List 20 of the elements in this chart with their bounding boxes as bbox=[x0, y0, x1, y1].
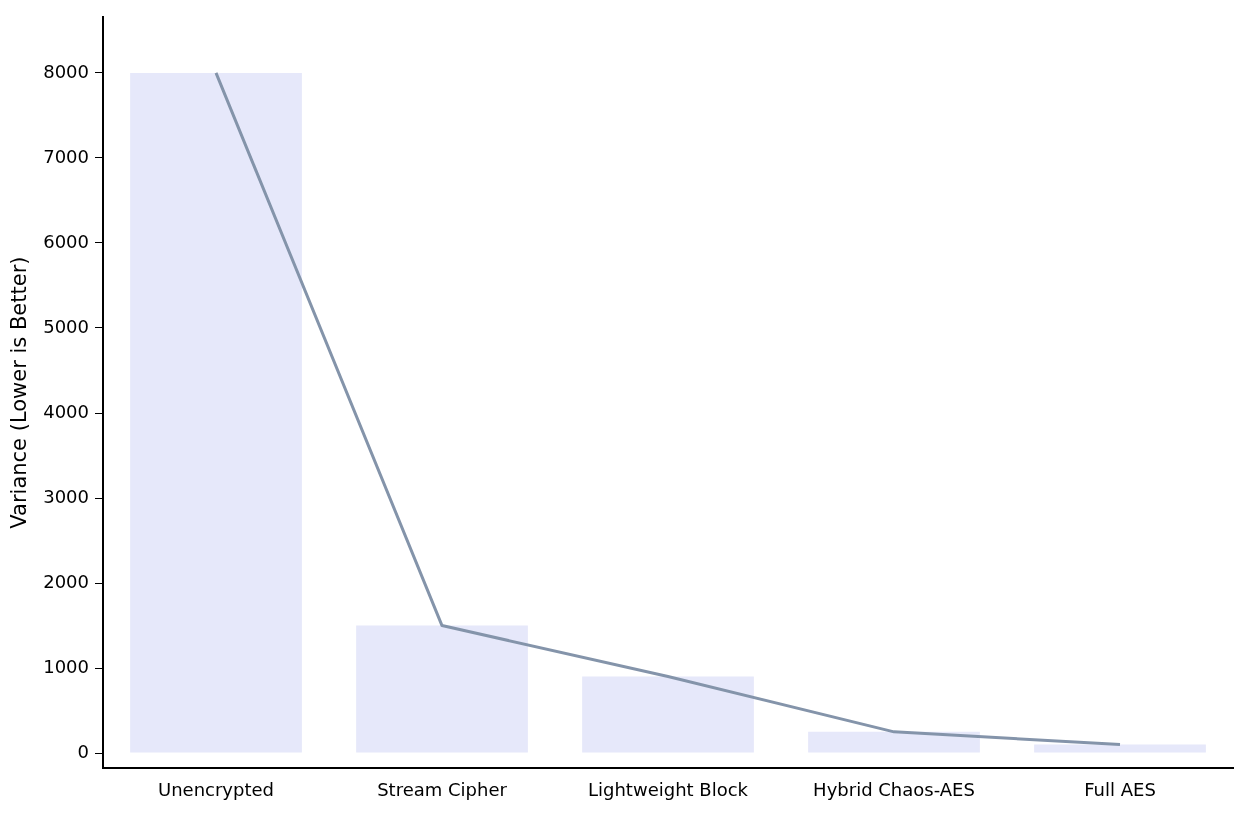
y-tick-label: 7000 bbox=[43, 145, 90, 167]
bar bbox=[808, 731, 980, 753]
y-tick-label: 4000 bbox=[43, 400, 90, 422]
x-tick-label: Hybrid Chaos-AES bbox=[813, 778, 975, 800]
y-tick-label: 5000 bbox=[43, 315, 90, 337]
y-tick-label: 1000 bbox=[43, 655, 90, 677]
x-tick-label: Lightweight Block bbox=[588, 778, 749, 800]
y-tick-label: 0 bbox=[77, 740, 90, 762]
bar bbox=[356, 625, 528, 753]
y-tick-label: 6000 bbox=[43, 230, 90, 252]
x-tick-label: Unencrypted bbox=[158, 778, 275, 800]
bar bbox=[130, 72, 302, 753]
bar bbox=[582, 676, 754, 753]
x-tick-label: Stream Cipher bbox=[377, 778, 508, 800]
y-axis-title: Variance (Lower is Better) bbox=[7, 256, 32, 529]
y-tick-label: 8000 bbox=[43, 60, 90, 82]
y-tick-label: 2000 bbox=[43, 570, 90, 592]
x-tick-label: Full AES bbox=[1084, 778, 1156, 800]
y-tick-label: 3000 bbox=[43, 485, 90, 507]
bar bbox=[1034, 744, 1206, 753]
